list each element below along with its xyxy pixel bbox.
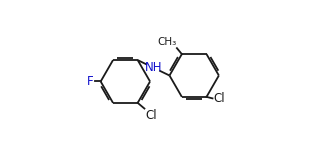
Text: Cl: Cl <box>145 109 157 122</box>
Text: NH: NH <box>145 61 162 74</box>
Text: F: F <box>87 75 94 88</box>
Text: Cl: Cl <box>213 92 225 105</box>
Text: CH₃: CH₃ <box>157 37 177 47</box>
